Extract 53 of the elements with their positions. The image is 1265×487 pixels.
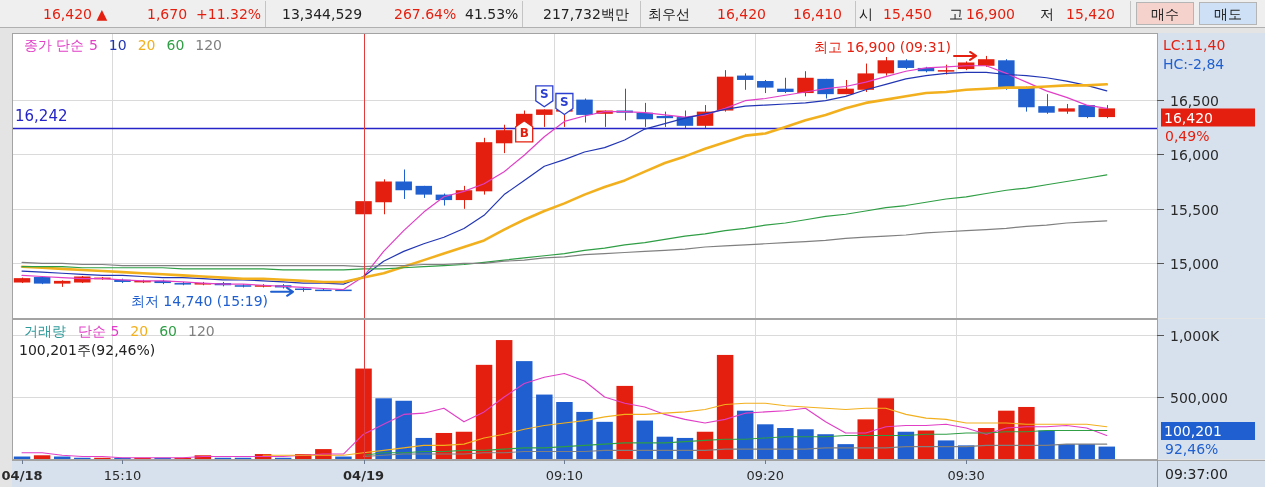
y-tick-label: 15,500 — [1170, 201, 1219, 218]
x-tick-label: 04/18 — [1, 467, 43, 482]
text: 120 — [195, 37, 223, 53]
text: 60 — [166, 37, 185, 53]
chart-title: 거래량 — [24, 323, 66, 339]
data-label: S — [560, 94, 569, 109]
text: 267.64% — [394, 6, 457, 22]
text: 92,46% — [1165, 441, 1219, 457]
text: 41.53% — [465, 6, 519, 22]
text: 시 — [859, 6, 873, 22]
data-label: S — [540, 87, 549, 102]
text: 20 — [137, 37, 156, 53]
text: 종가 단순 5 — [24, 37, 98, 53]
text: 0,49% — [1165, 127, 1210, 144]
text: 최우선 — [648, 6, 690, 22]
text: 16,410 — [793, 6, 842, 22]
text: 60 — [159, 323, 178, 339]
data-label: B — [519, 126, 529, 141]
text: 10 — [108, 37, 127, 53]
y-tick-label: 16,000 — [1170, 146, 1219, 163]
text: 217,732백만 — [543, 6, 629, 22]
text: 16,420 — [717, 6, 766, 22]
button: 매수 — [1136, 2, 1194, 25]
y-tick-label: 1,000K — [1170, 327, 1221, 344]
text: 16,900 — [966, 6, 1015, 22]
text: +11.32% — [196, 6, 262, 22]
ref-line-label: 16,242 — [15, 106, 68, 125]
x-tick-label: 15:10 — [103, 467, 142, 482]
x-tick-label: 09:30 — [947, 467, 985, 482]
button: 매도 — [1199, 2, 1257, 25]
text: 120 — [188, 323, 215, 339]
text: 15,420 — [1066, 6, 1115, 22]
annotation: 최저 14,740 (15:19) — [130, 292, 269, 309]
text: 16,420 ▲ — [43, 6, 108, 22]
badge: 100,201 — [1161, 422, 1255, 440]
text: 1,670 — [147, 6, 188, 22]
text: LC:11,40 — [1163, 37, 1226, 53]
text: 09:37:00 — [1165, 465, 1228, 482]
text: 20 — [130, 323, 149, 339]
text: 15,450 — [883, 6, 932, 22]
y-tick-label: 15,000 — [1170, 255, 1219, 272]
x-tick-label: 09:10 — [545, 467, 584, 482]
text: HC:-2,84 — [1163, 56, 1225, 72]
text: 단순 5 — [78, 323, 120, 339]
annotation: 최고 16,900 (09:31) — [813, 38, 952, 55]
text: 100,201주(92,46%) — [19, 342, 156, 358]
y-tick-label: 500,000 — [1170, 389, 1228, 406]
y-tick-label: 16,500 — [1170, 92, 1219, 109]
x-tick-label: 04/19 — [343, 467, 384, 482]
text: 고 — [949, 6, 963, 22]
text: 저 — [1040, 6, 1054, 22]
x-tick-label: 09:20 — [746, 467, 785, 482]
text: 13,344,529 — [282, 6, 363, 22]
